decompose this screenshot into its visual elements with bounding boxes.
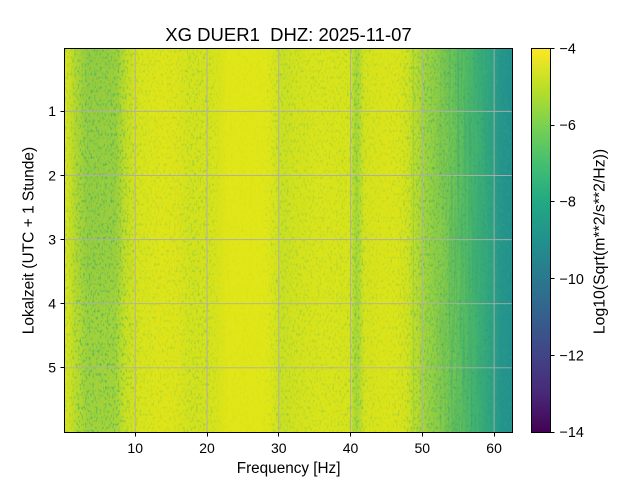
svg-text:4: 4 [48,296,56,312]
svg-text:5: 5 [48,360,56,376]
svg-text:50: 50 [415,440,431,456]
svg-text:−8: −8 [560,195,576,211]
svg-text:−6: −6 [560,118,576,134]
svg-text:1: 1 [48,103,56,119]
svg-text:Lokalzeit (UTC + 1 Stunde): Lokalzeit (UTC + 1 Stunde) [21,147,38,334]
svg-text:20: 20 [199,440,215,456]
svg-text:3: 3 [48,231,56,247]
svg-text:−4: −4 [560,41,576,57]
svg-text:−14: −14 [560,425,584,441]
svg-text:−10: −10 [560,272,584,288]
svg-text:2: 2 [48,167,56,183]
svg-text:Frequency [Hz]: Frequency [Hz] [237,460,341,477]
svg-text:60: 60 [486,440,502,456]
svg-text:40: 40 [343,440,359,456]
svg-text:−12: −12 [560,348,584,364]
svg-text:10: 10 [127,440,143,456]
svg-text:30: 30 [271,440,287,456]
svg-text:Log10(Sqrt(m**2/s**2/Hz)): Log10(Sqrt(m**2/s**2/Hz)) [592,149,609,334]
svg-text:XG DUER1 DHZ: 2025-11-07: XG DUER1 DHZ: 2025-11-07 [165,24,411,45]
